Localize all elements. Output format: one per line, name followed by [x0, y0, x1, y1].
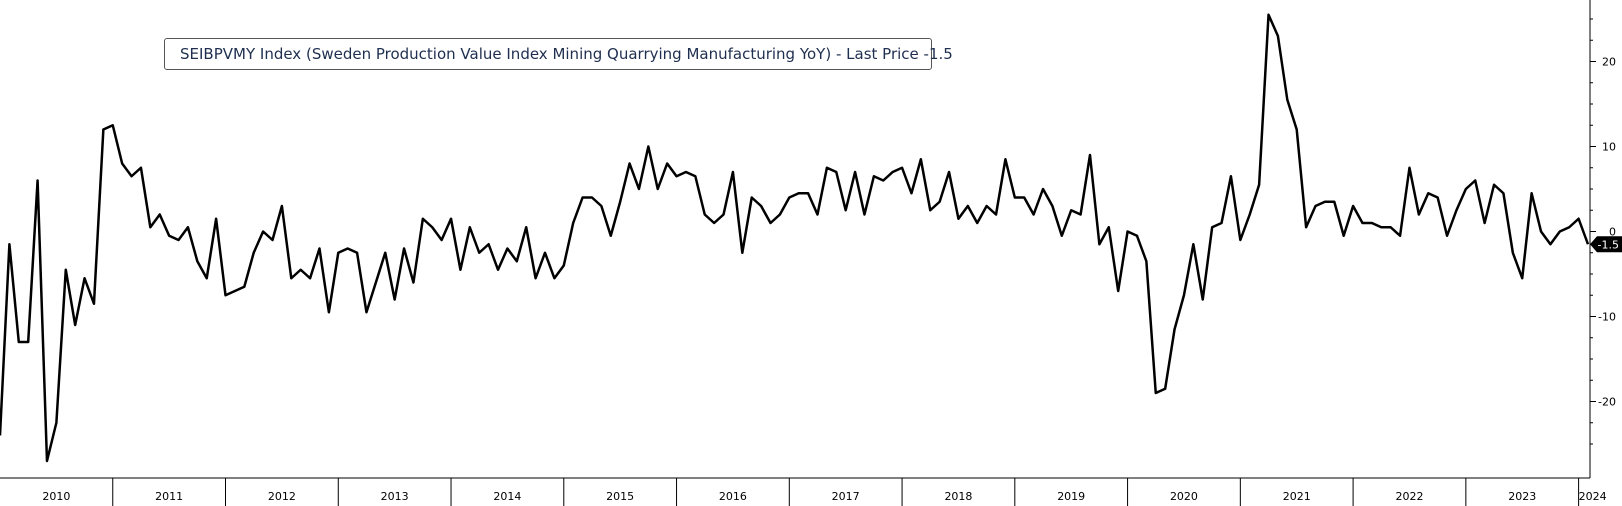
legend: SEIBPVMY Index ( Sweden Production Value…: [164, 38, 953, 70]
legend-last-value: -1.5: [923, 45, 953, 63]
x-axis: [0, 477, 1590, 506]
legend-last-price-label: Last Price: [846, 45, 919, 63]
last-price-tag: -1.5: [1590, 236, 1622, 253]
x-tick-label: 2018: [944, 490, 972, 503]
legend-description: Sweden Production Value Index Mining Qua…: [311, 45, 826, 63]
x-tick-label: 2023: [1508, 490, 1536, 503]
x-tick-label: 2013: [381, 490, 409, 503]
x-tick-label: 2010: [42, 490, 70, 503]
x-tick-label: 2014: [493, 490, 521, 503]
y-tick-label: -20: [1598, 396, 1616, 409]
x-tick-label: 2011: [155, 490, 183, 503]
y-tick-label: -10: [1598, 311, 1616, 324]
x-tick-label: 2021: [1283, 490, 1311, 503]
x-tick-labels: 2010 2011 2012 2013 2014 2015 2016 2017 2018 2019…: [42, 490, 1606, 503]
legend-close-paren: ) -: [825, 45, 847, 63]
x-tick-label: 2022: [1395, 490, 1423, 503]
series-line: [0, 13, 1590, 463]
y-tick-labels: 20 10 0 -10 -20: [1598, 56, 1616, 409]
x-tick-label: 2015: [606, 490, 634, 503]
x-tick-label: 2019: [1057, 490, 1085, 503]
x-tick-label: 2016: [719, 490, 747, 503]
y-tick-label: 10: [1602, 141, 1616, 154]
plot-area: [0, 13, 1590, 463]
last-price-tag-label: -1.5: [1598, 238, 1619, 251]
y-tick-label: 0: [1609, 226, 1616, 239]
legend-open-paren: (: [301, 45, 312, 63]
x-tick-label: 2017: [832, 490, 860, 503]
x-tick-label: 2024: [1579, 490, 1607, 503]
legend-ticker: SEIBPVMY Index: [180, 45, 302, 63]
y-tick-label: 20: [1602, 56, 1616, 69]
x-tick-label: 2012: [268, 490, 296, 503]
x-tick-label: 2020: [1170, 490, 1198, 503]
last-price-tag-shape: [1590, 236, 1622, 253]
y-axis: [1589, 0, 1596, 478]
